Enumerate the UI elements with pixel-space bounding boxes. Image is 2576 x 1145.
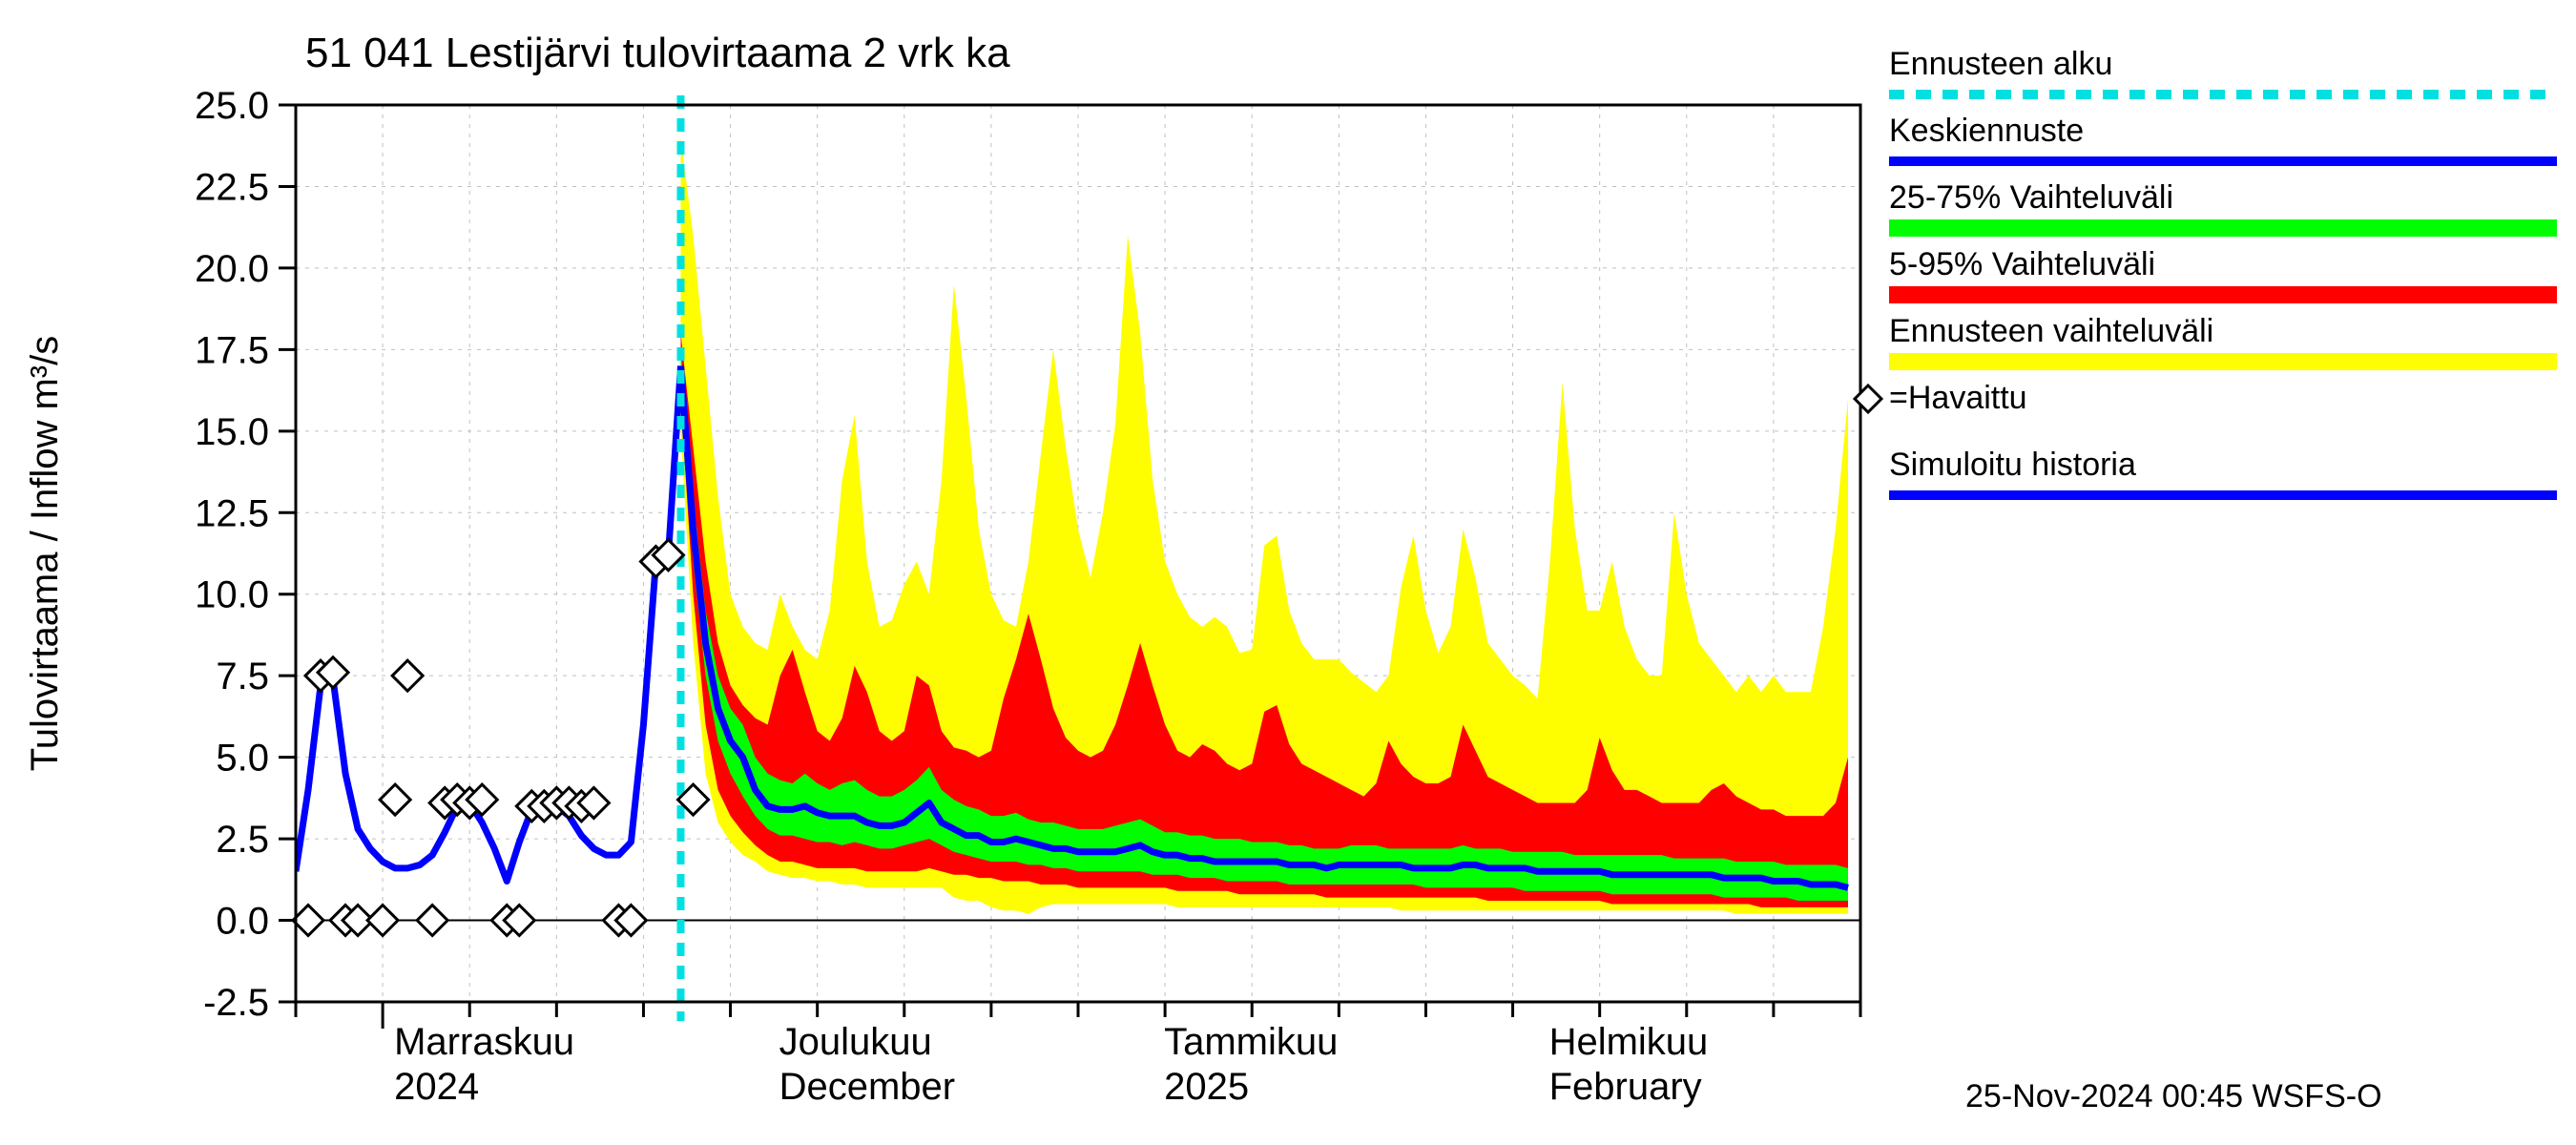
timestamp: 25-Nov-2024 00:45 WSFS-O <box>1965 1078 2382 1114</box>
legend-swatch <box>2129 90 2145 99</box>
legend-swatch <box>2530 90 2545 99</box>
hydro-chart: -2.5 0.0 2.5 5.0 7.5 10.0 12.5 15.0 17.5 20.0 22.5… <box>0 0 2576 1145</box>
legend-swatch <box>2343 90 2358 99</box>
x-month-label: Joulukuu <box>779 1021 932 1063</box>
ytick-label: 7.5 <box>216 656 269 697</box>
chart-title: 51 041 Lestijärvi tulovirtaama 2 vrk ka <box>305 30 1010 76</box>
x-month-label: Marraskuu <box>394 1021 574 1063</box>
x-month-label2: 2024 <box>394 1066 479 1108</box>
legend-swatch <box>2156 90 2171 99</box>
ytick-label: 17.5 <box>195 329 269 371</box>
ytick-label: 15.0 <box>195 411 269 453</box>
legend-swatch <box>2370 90 2385 99</box>
chart-bg <box>0 0 2576 1145</box>
legend-swatch <box>2103 90 2118 99</box>
legend-swatch <box>1889 286 2557 303</box>
legend-label: Keskiennuste <box>1889 113 2084 149</box>
ytick-label: 10.0 <box>195 574 269 616</box>
ytick-label: 5.0 <box>216 738 269 780</box>
legend-swatch <box>2450 90 2465 99</box>
chart-container: -2.5 0.0 2.5 5.0 7.5 10.0 12.5 15.0 17.5 20.0 22.5… <box>0 0 2576 1145</box>
legend-swatch <box>1889 90 1904 99</box>
legend-swatch <box>1942 90 1958 99</box>
legend-swatch <box>2210 90 2225 99</box>
legend-swatch <box>1889 156 2557 166</box>
x-month-label2: 2025 <box>1164 1066 1249 1108</box>
ytick-label: 12.5 <box>195 492 269 534</box>
x-month-label: Helmikuu <box>1549 1021 1709 1063</box>
x-month-label: Tammikuu <box>1164 1021 1338 1063</box>
legend-swatch <box>2049 90 2065 99</box>
legend-swatch <box>2183 90 2198 99</box>
legend-swatch <box>2477 90 2492 99</box>
ytick-label: 25.0 <box>195 85 269 127</box>
legend-swatch <box>2263 90 2278 99</box>
legend-swatch <box>2397 90 2412 99</box>
ytick-label: 2.5 <box>216 819 269 861</box>
legend-swatch <box>2503 90 2519 99</box>
legend-swatch <box>1969 90 1984 99</box>
ytick-label: 0.0 <box>216 901 269 943</box>
y-axis-label: Tulovirtaama / Inflow m³/s <box>24 336 66 771</box>
ytick-label: 20.0 <box>195 248 269 290</box>
legend-swatch <box>1916 90 1931 99</box>
ytick-label: -2.5 <box>203 982 269 1024</box>
legend-swatch <box>1889 353 2557 370</box>
x-month-label2: December <box>779 1066 956 1108</box>
legend-swatch <box>2316 90 2332 99</box>
legend-swatch <box>1889 219 2557 237</box>
legend-swatch <box>2076 90 2091 99</box>
ytick-label: 22.5 <box>195 166 269 208</box>
legend-swatch <box>1889 490 2557 500</box>
legend-swatch <box>2236 90 2252 99</box>
legend-label: Ennusteen alku <box>1889 46 2112 82</box>
legend-label: 5-95% Vaihteluväli <box>1889 246 2155 282</box>
x-month-label2: February <box>1549 1066 1702 1108</box>
legend-label: 25-75% Vaihteluväli <box>1889 179 2173 216</box>
legend-swatch <box>2023 90 2038 99</box>
legend-swatch <box>2423 90 2439 99</box>
legend-label: Ennusteen vaihteluväli <box>1889 313 2213 349</box>
legend-label: =Havaittu <box>1889 380 2027 416</box>
legend-swatch <box>2290 90 2305 99</box>
legend-swatch <box>1996 90 2011 99</box>
legend-label: Simuloitu historia <box>1889 447 2136 483</box>
